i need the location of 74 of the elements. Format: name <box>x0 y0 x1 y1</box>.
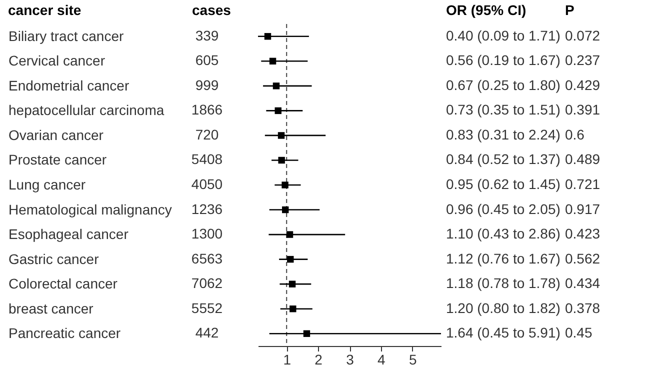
text: OR (95% CI) <box>446 2 526 18</box>
text: 0.489 <box>565 151 600 168</box>
text: 0.917 <box>565 200 600 217</box>
y-tick-label: Biliary tract cancer <box>8 28 124 44</box>
y-tick-label: Endometrial cancer <box>8 77 130 94</box>
data-label: 1.64 (0.45 to 5.91) <box>446 324 560 341</box>
text: 0.429 <box>565 76 600 93</box>
y-axis-title: cancer site <box>8 2 82 18</box>
point <box>269 58 276 65</box>
text: 0.434 <box>565 275 600 292</box>
text: 442 <box>195 324 219 341</box>
data-label: 0.96 (0.45 to 2.05) <box>446 200 560 217</box>
text: 0.6 <box>565 126 585 142</box>
data-label: 0.83 (0.31 to 2.24) <box>446 126 560 142</box>
data-label: 1.18 (0.78 to 1.78) <box>446 275 560 292</box>
data-label: 0.40 (0.09 to 1.71) <box>446 27 560 44</box>
point <box>264 33 272 40</box>
x-tick-label: 5 <box>408 352 417 368</box>
text: 720 <box>195 126 219 142</box>
text: 5552 <box>191 300 223 316</box>
data-label: 1.20 (0.80 to 1.82) <box>446 300 560 316</box>
text: 7062 <box>191 275 223 292</box>
point <box>282 206 289 214</box>
y-tick-label: Esophageal cancer <box>8 226 129 242</box>
text: 339 <box>195 27 219 44</box>
data-label: 0.84 (0.52 to 1.37) <box>446 151 560 168</box>
text: 0.391 <box>565 102 600 118</box>
text: 5408 <box>191 151 223 168</box>
text: 605 <box>195 52 219 68</box>
text: 0.721 <box>565 176 600 192</box>
y-tick-label: Cervical cancer <box>8 52 106 69</box>
data-label: 0.56 (0.19 to 1.67) <box>446 52 560 68</box>
data-label: 1.12 (0.76 to 1.67) <box>446 250 560 266</box>
y-tick-label: Pancreatic cancer <box>8 325 121 342</box>
text: 0.378 <box>565 300 600 316</box>
data-label: 0.73 (0.35 to 1.51) <box>446 102 560 118</box>
y-tick-label: Colorectal cancer <box>8 276 118 292</box>
text: 0.072 <box>565 27 600 44</box>
text: 0.45 <box>565 324 592 341</box>
text: P <box>565 2 574 18</box>
data-label: 0.95 (0.62 to 1.45) <box>446 176 560 192</box>
text: 1300 <box>191 226 223 242</box>
text: 999 <box>195 76 219 93</box>
y-tick-label: hepatocellular carcinoma <box>8 102 164 118</box>
y-tick-label: Prostate cancer <box>8 152 107 168</box>
text: cases <box>192 2 232 18</box>
text: 0.562 <box>565 250 600 266</box>
point <box>287 256 294 263</box>
text: 1866 <box>191 102 223 118</box>
data-label: 0.67 (0.25 to 1.80) <box>446 76 560 93</box>
text: 1236 <box>191 200 223 217</box>
x-tick-label: 2 <box>314 352 323 368</box>
point <box>274 107 282 114</box>
y-tick-label: Ovarian cancer <box>8 126 104 143</box>
point <box>278 156 285 164</box>
point <box>290 305 296 312</box>
x-tick-label: 1 <box>283 352 292 368</box>
point <box>282 182 288 188</box>
data-label: 1.10 (0.43 to 2.86) <box>446 226 560 242</box>
y-tick-label: Hematological malignancy <box>8 201 172 218</box>
point <box>272 82 280 90</box>
y-tick-label: breast cancer <box>8 300 94 316</box>
text: 4050 <box>191 176 223 192</box>
x-tick-label: 3 <box>346 352 354 368</box>
y-tick-label: Gastric cancer <box>8 250 100 267</box>
text: 0.423 <box>565 226 600 242</box>
point <box>278 132 285 139</box>
y-tick-label: Lung cancer <box>8 176 86 192</box>
text: 6563 <box>191 250 223 266</box>
point <box>288 280 296 288</box>
point <box>303 330 310 337</box>
x-tick-label: 4 <box>378 352 386 368</box>
point <box>286 231 294 238</box>
text: 0.237 <box>565 52 600 68</box>
